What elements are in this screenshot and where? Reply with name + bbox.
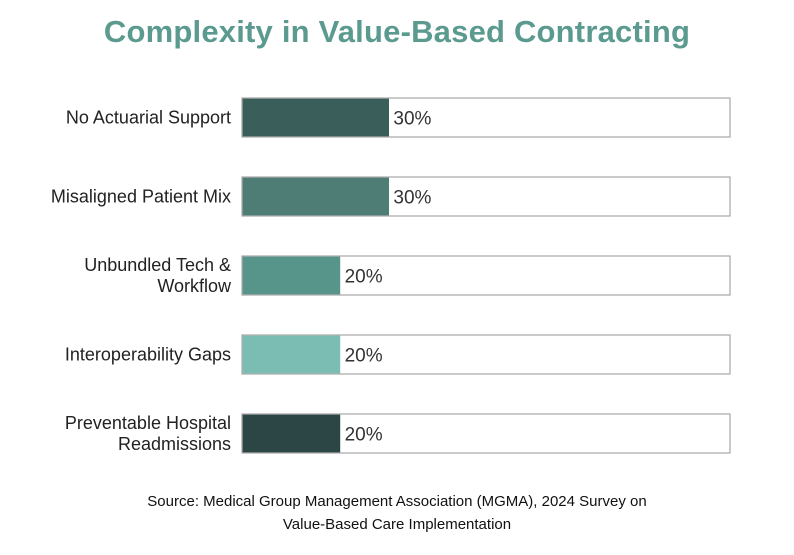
bar-row: 30% Misaligned Patient Mix	[51, 176, 731, 217]
bar-row: 20% Unbundled Tech & Workflow	[84, 255, 731, 296]
category-label: Interoperability Gaps	[65, 345, 231, 365]
bar-row: 30% No Actuarial Support	[66, 97, 731, 138]
bar	[242, 256, 341, 295]
source-line-2: Value-Based Care Implementation	[282, 516, 512, 533]
value-label: 30%	[393, 188, 431, 209]
bar-row: 20% Preventable Hospital Readmissions	[65, 413, 731, 454]
category-label: Preventable Hospital Readmissions	[65, 413, 231, 454]
source-note: Source: Medical Group Management Associa…	[0, 490, 794, 536]
value-label: 20%	[345, 267, 383, 288]
bar	[242, 335, 341, 374]
category-label: No Actuarial Support	[66, 108, 231, 128]
bar-row: 20% Interoperability Gaps	[65, 334, 731, 375]
category-label: Misaligned Patient Mix	[51, 187, 231, 207]
value-label: 20%	[345, 346, 383, 367]
bar	[242, 98, 389, 137]
bar-chart: 30% No Actuarial Support 30% Misaligned Pat…	[51, 97, 731, 454]
bar	[242, 414, 341, 453]
chart-title: Complexity in Value-Based Contracting	[103, 14, 691, 49]
bar	[242, 177, 389, 216]
source-line-1: Source: Medical Group Management Associa…	[147, 493, 647, 510]
category-label: Unbundled Tech & Workflow	[84, 255, 232, 296]
value-label: 30%	[393, 109, 431, 130]
value-label: 20%	[345, 425, 383, 446]
